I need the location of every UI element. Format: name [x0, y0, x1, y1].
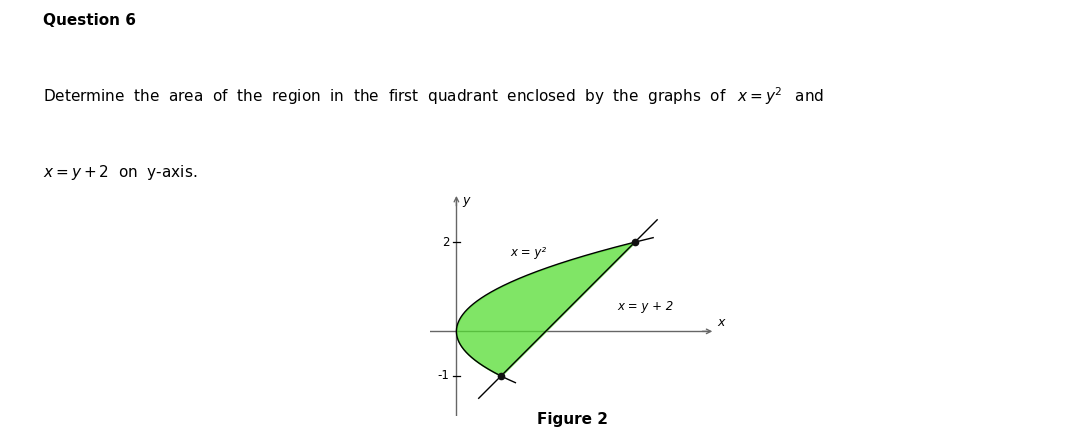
- Text: x = y²: x = y²: [510, 246, 546, 259]
- Text: 2: 2: [442, 236, 449, 249]
- Text: x = y + 2: x = y + 2: [617, 300, 673, 313]
- Text: -1: -1: [437, 369, 449, 383]
- Text: Determine  the  area  of  the  region  in  the  first  quadrant  enclosed  by  t: Determine the area of the region in the …: [43, 86, 824, 108]
- Text: $x = y + 2$  on  y-axis.: $x = y + 2$ on y-axis.: [43, 163, 198, 182]
- Text: $x$: $x$: [717, 316, 727, 329]
- Text: Figure 2: Figure 2: [537, 413, 608, 427]
- Text: Question 6: Question 6: [43, 13, 136, 28]
- Text: $y$: $y$: [462, 195, 472, 209]
